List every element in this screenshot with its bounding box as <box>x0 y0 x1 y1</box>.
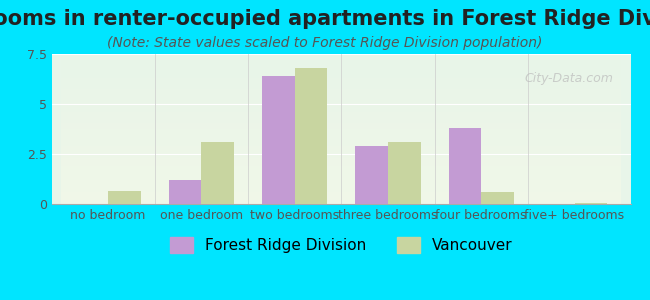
Bar <box>108 191 140 204</box>
Bar <box>262 76 294 204</box>
Bar <box>356 146 388 204</box>
Bar <box>448 128 481 204</box>
Bar <box>575 203 607 204</box>
Bar <box>202 142 234 204</box>
Bar <box>294 68 327 204</box>
Legend: Forest Ridge Division, Vancouver: Forest Ridge Division, Vancouver <box>164 231 519 260</box>
Bar <box>388 142 421 204</box>
Text: City-Data.com: City-Data.com <box>525 72 613 85</box>
Text: Bedrooms in renter-occupied apartments in Forest Ridge Division: Bedrooms in renter-occupied apartments i… <box>0 9 650 29</box>
Bar <box>481 192 514 204</box>
Bar <box>168 180 202 204</box>
Text: (Note: State values scaled to Forest Ridge Division population): (Note: State values scaled to Forest Rid… <box>107 36 543 50</box>
